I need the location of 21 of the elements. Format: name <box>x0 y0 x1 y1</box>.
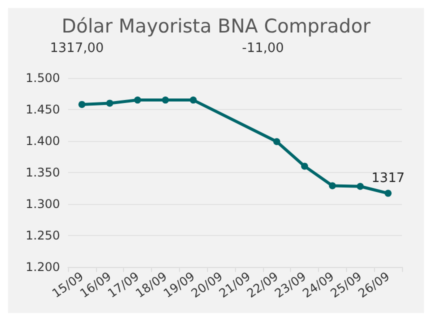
point <box>106 100 114 107</box>
y-tick-label: 1.500 <box>26 71 60 85</box>
y-tick-label: 1.300 <box>26 197 60 211</box>
point <box>162 96 169 104</box>
y-tick-label: 1.350 <box>26 166 60 180</box>
y-tick-label: 1.200 <box>26 260 60 274</box>
point <box>356 182 364 190</box>
point <box>78 100 86 108</box>
point <box>273 138 280 146</box>
point <box>190 96 197 104</box>
text: 1317,00 <box>50 41 104 56</box>
point <box>134 96 142 104</box>
y-tick-label: 1.250 <box>26 228 60 242</box>
point <box>384 190 392 197</box>
point <box>328 182 336 190</box>
chart-title: Dólar Mayorista BNA Comprador <box>62 16 371 38</box>
y-tick-label: 1.450 <box>26 102 60 116</box>
y-tick-label: 1.400 <box>26 134 60 148</box>
text: -11,00 <box>242 41 284 56</box>
point <box>301 162 308 170</box>
data-label: 1317 <box>372 170 405 186</box>
